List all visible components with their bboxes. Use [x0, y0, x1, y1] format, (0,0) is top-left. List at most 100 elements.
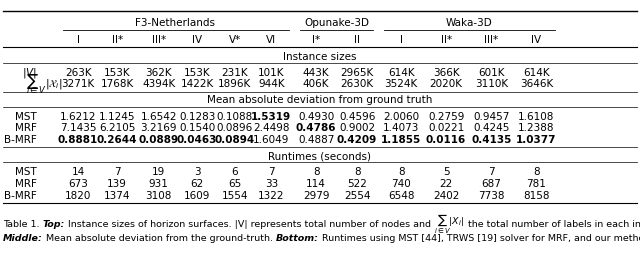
Text: 0.0116: 0.0116 — [426, 135, 466, 145]
Text: Runtimes using MST [44], TRWS [19] solver for MRF, and our method: Runtimes using MST [44], TRWS [19] solve… — [319, 234, 640, 243]
Text: 0.1283: 0.1283 — [179, 112, 215, 122]
Text: 406K: 406K — [303, 79, 330, 89]
Text: 1896K: 1896K — [218, 79, 252, 89]
Text: 1.6212: 1.6212 — [60, 112, 97, 122]
Text: I: I — [400, 35, 403, 45]
Text: 0.4209: 0.4209 — [337, 135, 377, 145]
Text: Waka-3D: Waka-3D — [445, 18, 493, 28]
Text: 7.1435: 7.1435 — [60, 123, 97, 133]
Text: 522: 522 — [347, 179, 367, 189]
Text: 62: 62 — [191, 179, 204, 189]
Text: II*: II* — [440, 35, 452, 45]
Text: III*: III* — [484, 35, 499, 45]
Text: 0.4930: 0.4930 — [298, 112, 334, 122]
Text: 3.2169: 3.2169 — [140, 123, 177, 133]
Text: Instance sizes: Instance sizes — [284, 52, 356, 62]
Text: 366K: 366K — [433, 68, 460, 78]
Text: 1.2388: 1.2388 — [518, 123, 555, 133]
Text: 263K: 263K — [65, 68, 92, 78]
Text: 0.4786: 0.4786 — [296, 123, 337, 133]
Text: 153K: 153K — [104, 68, 131, 78]
Text: 1.6542: 1.6542 — [140, 112, 177, 122]
Text: 781: 781 — [526, 179, 547, 189]
Text: 2965K: 2965K — [340, 68, 374, 78]
Text: 7738: 7738 — [478, 191, 505, 201]
Text: 2979: 2979 — [303, 191, 330, 201]
Text: $|V|$: $|V|$ — [22, 66, 37, 80]
Text: B-MRF: B-MRF — [4, 191, 37, 201]
Text: $\sum$: $\sum$ — [26, 72, 38, 91]
Text: 0.4887: 0.4887 — [298, 135, 334, 145]
Text: 8: 8 — [533, 167, 540, 177]
Text: 8: 8 — [398, 167, 404, 177]
Text: 601K: 601K — [478, 68, 505, 78]
Text: 0.4245: 0.4245 — [474, 123, 509, 133]
Text: 33: 33 — [265, 179, 278, 189]
Text: 0.4135: 0.4135 — [471, 135, 512, 145]
Text: 614K: 614K — [523, 68, 550, 78]
Text: 0.4596: 0.4596 — [339, 112, 375, 122]
Text: 673: 673 — [68, 179, 88, 189]
Text: 2630K: 2630K — [340, 79, 374, 89]
Text: 0.2644: 0.2644 — [97, 135, 138, 145]
Text: 2.4498: 2.4498 — [253, 123, 290, 133]
Text: 101K: 101K — [258, 68, 285, 78]
Text: 6: 6 — [232, 167, 238, 177]
Text: Mean absolute deviation from ground truth: Mean absolute deviation from ground trut… — [207, 95, 433, 105]
Text: MST: MST — [15, 167, 37, 177]
Text: 0.9457: 0.9457 — [474, 112, 509, 122]
Text: 7: 7 — [488, 167, 495, 177]
Text: 687: 687 — [481, 179, 502, 189]
Text: 1374: 1374 — [104, 191, 131, 201]
Text: 3108: 3108 — [145, 191, 172, 201]
Text: V*: V* — [228, 35, 241, 45]
Text: 6548: 6548 — [388, 191, 415, 201]
Text: IV: IV — [531, 35, 541, 45]
Text: 1.1245: 1.1245 — [99, 112, 136, 122]
Text: 7: 7 — [268, 167, 275, 177]
Text: 5: 5 — [443, 167, 449, 177]
Text: 114: 114 — [306, 179, 326, 189]
Text: 8: 8 — [313, 167, 319, 177]
Text: Opunake-3D: Opunake-3D — [304, 18, 369, 28]
Text: 0.1540: 0.1540 — [179, 123, 215, 133]
Text: 1.6049: 1.6049 — [253, 135, 289, 145]
Text: 1820: 1820 — [65, 191, 92, 201]
Text: 1422K: 1422K — [180, 79, 214, 89]
Text: VI: VI — [266, 35, 276, 45]
Text: 1322: 1322 — [258, 191, 285, 201]
Text: 0.9002: 0.9002 — [339, 123, 375, 133]
Text: $\sum_{i\in V}|X_i|$: $\sum_{i\in V}|X_i|$ — [434, 213, 465, 236]
Text: 1768K: 1768K — [100, 79, 134, 89]
Text: 1.0377: 1.0377 — [516, 135, 557, 145]
Text: $i\in V$: $i\in V$ — [26, 84, 47, 95]
Text: 0.2759: 0.2759 — [428, 112, 464, 122]
Text: MST: MST — [15, 112, 37, 122]
Text: Mean absolute deviation from the ground-truth.: Mean absolute deviation from the ground-… — [43, 234, 276, 243]
Text: II: II — [354, 35, 360, 45]
Text: 0.0221: 0.0221 — [428, 123, 464, 133]
Text: 1.5319: 1.5319 — [252, 112, 291, 122]
Text: III*: III* — [152, 35, 166, 45]
Text: Table 1.: Table 1. — [3, 220, 43, 229]
Text: 2020K: 2020K — [429, 79, 463, 89]
Text: B-MRF: B-MRF — [4, 135, 37, 145]
Text: 3110K: 3110K — [475, 79, 508, 89]
Text: 1554: 1554 — [221, 191, 248, 201]
Text: Top:: Top: — [43, 220, 65, 229]
Text: the total number of labels in each instance.: the total number of labels in each insta… — [465, 220, 640, 229]
Text: 362K: 362K — [145, 68, 172, 78]
Text: 231K: 231K — [221, 68, 248, 78]
Text: 3: 3 — [194, 167, 200, 177]
Text: 0.0896: 0.0896 — [217, 123, 253, 133]
Text: 2554: 2554 — [344, 191, 371, 201]
Text: 740: 740 — [392, 179, 411, 189]
Text: 1.4073: 1.4073 — [383, 123, 419, 133]
Text: 3271K: 3271K — [61, 79, 95, 89]
Text: Runtimes (seconds): Runtimes (seconds) — [269, 151, 371, 161]
Text: 65: 65 — [228, 179, 241, 189]
Text: 22: 22 — [440, 179, 452, 189]
Text: $|\mathcal{X}_i|$: $|\mathcal{X}_i|$ — [45, 77, 63, 91]
Text: 7: 7 — [114, 167, 120, 177]
Text: MRF: MRF — [15, 179, 37, 189]
